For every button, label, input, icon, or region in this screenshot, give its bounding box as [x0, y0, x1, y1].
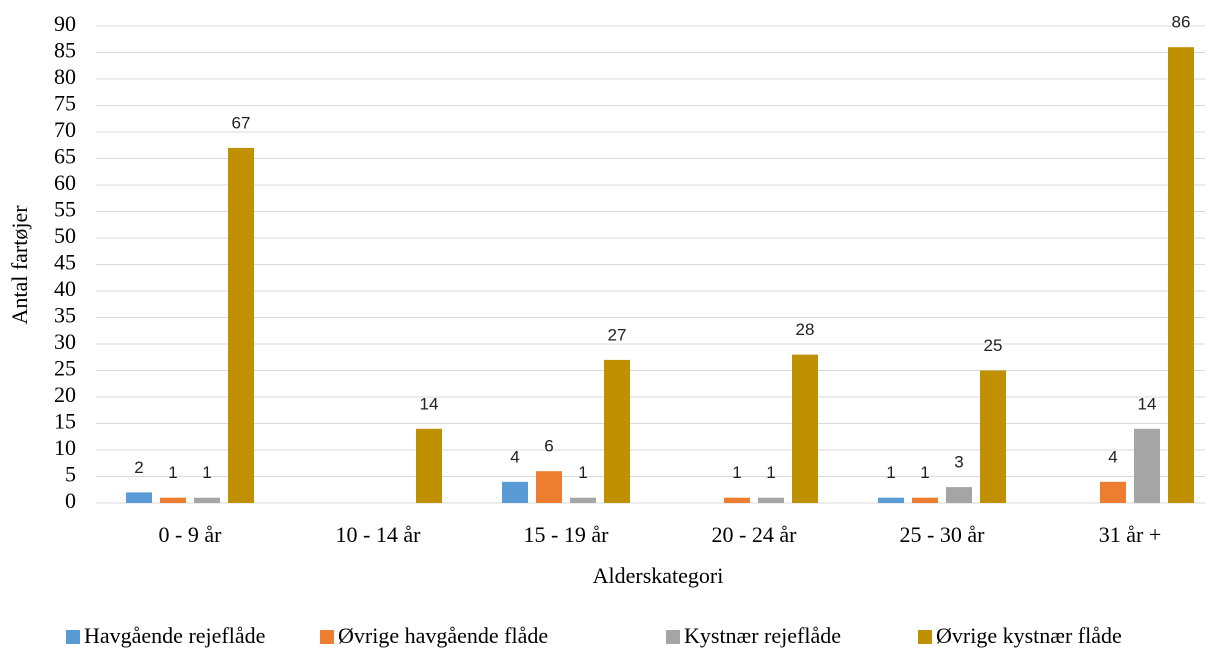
y-tick-label: 30 [54, 329, 76, 354]
x-tick-label: 31 år + [1099, 522, 1162, 547]
y-axis-title: Antal fartøjer [7, 205, 32, 325]
bar [416, 428, 442, 503]
data-label: 86 [1172, 13, 1191, 32]
y-tick-label: 15 [54, 409, 76, 434]
data-label: 14 [1138, 394, 1157, 413]
bar [536, 471, 562, 503]
bar [1168, 47, 1194, 503]
x-tick-label: 10 - 14 år [336, 522, 422, 547]
bar [160, 497, 186, 503]
y-tick-label: 50 [54, 223, 76, 248]
x-tick-label: 20 - 24 år [712, 522, 798, 547]
data-label: 14 [420, 394, 439, 413]
y-tick-label: 70 [54, 117, 76, 142]
y-tick-label: 55 [54, 197, 76, 222]
bar [878, 497, 904, 503]
data-label: 1 [920, 463, 929, 482]
data-label: 3 [954, 453, 963, 472]
y-tick-label: 85 [54, 38, 76, 63]
legend-swatch [320, 630, 334, 644]
data-label: 4 [510, 447, 519, 466]
data-label: 1 [732, 463, 741, 482]
bar [912, 497, 938, 503]
y-tick-label: 60 [54, 170, 76, 195]
y-tick-label: 20 [54, 382, 76, 407]
data-label: 1 [766, 463, 775, 482]
y-tick-label: 65 [54, 144, 76, 169]
data-label: 4 [1108, 447, 1117, 466]
y-tick-label: 45 [54, 250, 76, 275]
legend-label: Øvrige havgående flåde [338, 623, 548, 648]
bar [1134, 428, 1160, 503]
x-tick-label: 25 - 30 år [900, 522, 986, 547]
y-tick-label: 80 [54, 64, 76, 89]
legend-swatch [66, 630, 80, 644]
x-tick-label: 15 - 19 år [524, 522, 610, 547]
y-tick-label: 75 [54, 91, 76, 116]
bar [570, 497, 596, 503]
bar [758, 497, 784, 503]
data-label: 6 [544, 437, 553, 456]
y-tick-label: 10 [54, 435, 76, 460]
data-label: 25 [984, 336, 1003, 355]
bar [126, 492, 152, 503]
legend-label: Kystnær rejeflåde [684, 623, 841, 648]
legend-label: Havgående rejeflåde [84, 623, 265, 648]
data-label: 1 [202, 463, 211, 482]
bar [724, 497, 750, 503]
y-tick-label: 35 [54, 303, 76, 328]
data-label: 27 [608, 325, 627, 344]
data-label: 2 [134, 458, 143, 477]
legend-label: Øvrige kystnær flåde [936, 623, 1122, 648]
x-axis-title: Alderskategori [593, 563, 724, 588]
y-tick-label: 25 [54, 356, 76, 381]
y-tick-label: 40 [54, 276, 76, 301]
legend-swatch [666, 630, 680, 644]
y-tick-label: 90 [54, 11, 76, 36]
legend-swatch [918, 630, 932, 644]
bar [946, 487, 972, 503]
bar [604, 359, 630, 503]
data-label: 1 [886, 463, 895, 482]
data-label: 1 [578, 463, 587, 482]
bar [502, 481, 528, 503]
data-label: 1 [168, 463, 177, 482]
data-label: 67 [232, 113, 251, 132]
y-tick-label: 5 [65, 462, 76, 487]
bar [228, 147, 254, 503]
bar [792, 354, 818, 503]
bar [980, 370, 1006, 503]
y-tick-label: 0 [65, 488, 76, 513]
data-label: 28 [796, 320, 815, 339]
bar [194, 497, 220, 503]
x-tick-label: 0 - 9 år [159, 522, 223, 547]
bar [1100, 481, 1126, 503]
